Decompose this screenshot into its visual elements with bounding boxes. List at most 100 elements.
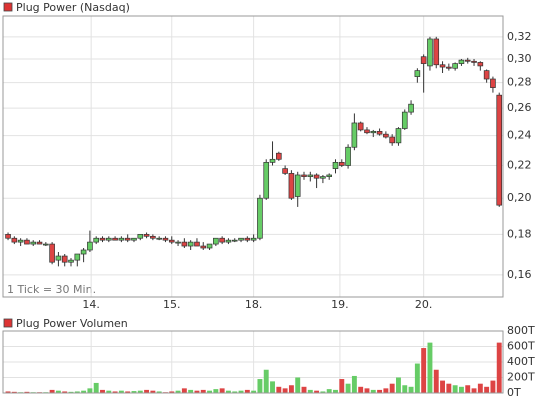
candle-body: [464, 59, 471, 62]
volume-bar: [477, 383, 483, 393]
volume-bar: [452, 385, 458, 393]
candle-body: [156, 237, 162, 240]
y-tick-label: 0T: [507, 386, 521, 399]
x-tick-label: 20.: [415, 298, 433, 311]
volume-bar: [169, 391, 175, 393]
candle-body: [496, 94, 503, 206]
volume-bar: [200, 389, 206, 393]
candle-body: [452, 63, 458, 69]
y-tick-label: 800T: [507, 324, 535, 337]
volume-bar: [5, 391, 11, 393]
y-tick-label: 400T: [507, 355, 535, 368]
volume-bar: [458, 386, 464, 393]
candle-body: [383, 133, 389, 138]
volume-bar: [427, 342, 433, 393]
volume-bar: [276, 386, 282, 393]
candle-body: [244, 237, 251, 241]
candle-body: [282, 168, 288, 174]
volume-bar: [207, 390, 213, 393]
candle-body: [389, 136, 395, 144]
candle-body: [301, 174, 307, 177]
candle-body: [143, 234, 150, 237]
volume-bar: [377, 389, 383, 393]
candle-body: [219, 237, 225, 243]
volume-bar: [364, 388, 370, 393]
annotation: 1 Tick = 30 Min.: [7, 283, 96, 296]
volume-bar: [433, 369, 439, 393]
candle-body: [187, 241, 194, 247]
candle-body: [483, 70, 490, 80]
y-tick-label: 0,22: [507, 158, 532, 171]
candle-body: [43, 243, 49, 246]
candle-body: [439, 64, 446, 68]
volume-bar: [471, 388, 477, 393]
volume-bar: [446, 383, 452, 393]
plot-frame: [2, 15, 504, 298]
volume-bar: [288, 385, 294, 393]
volume-bar: [421, 348, 427, 393]
y-tick-label: 0,30: [507, 52, 532, 65]
candle-body: [477, 62, 484, 67]
candle-body: [490, 78, 496, 88]
candle-body: [446, 66, 452, 69]
candle-body: [225, 239, 232, 243]
volume-bar: [389, 383, 395, 393]
candle-body: [250, 237, 257, 241]
y-tick-label: 0,26: [507, 101, 532, 114]
volume-bar: [181, 388, 187, 393]
volume-bar: [333, 389, 338, 393]
candle-body: [401, 111, 408, 129]
volume-bar: [49, 389, 55, 393]
candle-body: [181, 241, 188, 247]
volume-bar: [301, 386, 307, 393]
volume-bar: [24, 391, 30, 393]
candle-body: [55, 255, 62, 261]
volume-bar: [440, 380, 446, 393]
candle-body: [30, 241, 37, 245]
candle-body: [332, 162, 339, 169]
volume-bar: [339, 379, 345, 393]
volume-bar: [326, 389, 332, 393]
volume-bar: [118, 390, 124, 393]
candle-body: [175, 241, 181, 244]
candle-body: [408, 103, 414, 113]
volume-bar: [11, 391, 17, 393]
candle-body: [307, 174, 314, 177]
y-tick-label: 0,24: [507, 129, 532, 142]
candle-body: [320, 176, 326, 179]
candle-body: [395, 128, 402, 144]
volume-bar: [81, 390, 87, 393]
volume-bar: [351, 375, 357, 393]
volume-bar: [383, 388, 389, 393]
volume-bar: [402, 385, 408, 393]
volume-bar: [232, 391, 238, 393]
candle-body: [231, 239, 238, 242]
x-tick-label: 14.: [82, 298, 100, 311]
volume-bar: [137, 390, 143, 393]
candle-body: [414, 70, 421, 77]
y-tick-label: 0,20: [507, 191, 532, 204]
candle-body: [294, 174, 301, 197]
candle-body: [61, 255, 68, 263]
y-tick-label: 200T: [507, 371, 535, 384]
candle-body: [93, 237, 100, 243]
volume-bar: [55, 390, 61, 393]
candle-body: [137, 234, 144, 239]
candle-body: [150, 235, 156, 239]
volume-bar: [251, 390, 257, 393]
candle-body: [427, 38, 433, 67]
volume-bar: [156, 391, 162, 393]
candle-body: [357, 122, 364, 131]
x-tick-label: 15.: [163, 298, 181, 311]
volume-bar: [414, 363, 420, 393]
candle-body: [263, 162, 270, 199]
volume-bar: [194, 390, 200, 393]
candle-body: [36, 241, 43, 245]
candle-body: [80, 249, 87, 255]
candle-body: [17, 239, 24, 243]
volume-bar: [320, 391, 326, 393]
candle-body: [168, 239, 175, 243]
volume-bar: [295, 377, 301, 393]
legend-label: Plug Power Volumen: [16, 317, 128, 330]
candle-body: [5, 234, 11, 239]
